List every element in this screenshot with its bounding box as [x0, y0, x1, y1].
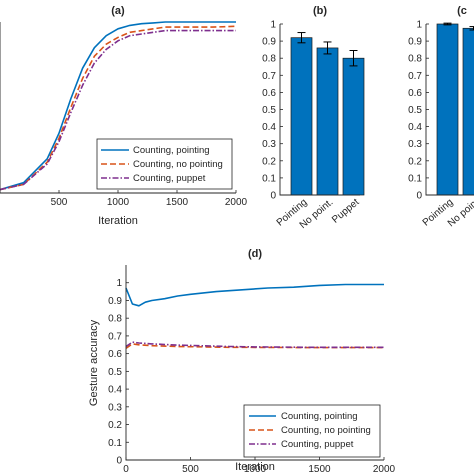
panel-a-title: (a) [111, 5, 125, 17]
panel-b-bar-0 [290, 37, 313, 196]
panel-b-plot: 00.10.20.30.40.50.60.70.80.91PointingNo … [262, 20, 365, 231]
panel-c-ytick-label-0: 0 [416, 191, 422, 202]
panel-a-plot: 500 1000 1500 2000 [0, 21, 248, 208]
panel-d-series-2 [125, 341, 384, 349]
panel-c-title: (c [457, 5, 467, 17]
panel-d-title: (d) [248, 248, 262, 260]
panel-a-legend: Counting, pointing Counting, no pointing… [96, 138, 233, 190]
panel-b-ytick-label-8: 0.8 [262, 54, 276, 65]
panel-d-legend-box [243, 404, 381, 458]
panel-d-legend-label-pointing: Counting, pointing [281, 411, 358, 422]
panel-c-ytick-label-1: 0.1 [408, 173, 422, 184]
panel-c-ytick-label-9: 0.9 [408, 37, 422, 48]
panel-d-ytick-label-8: 0.8 [108, 314, 122, 325]
panel-c-bar-0 [436, 23, 459, 196]
panel-c-plot: 00.10.20.30.40.50.60.70.80.91PointingNo … [408, 20, 474, 229]
panel-a-series-0 [0, 21, 236, 191]
panel-d-ytick-label-0: 0 [116, 456, 122, 467]
panel-c-ytick-label-6: 0.6 [408, 88, 422, 99]
panel-d-series-0 [125, 283, 384, 307]
panel-b-ytick-label-3: 0.3 [262, 139, 276, 150]
panel-d-ytick-label-5: 0.5 [108, 367, 122, 378]
panel-a-legend-label-puppet: Counting, puppet [133, 173, 206, 184]
panel-b-ytick-label-7: 0.7 [262, 71, 276, 82]
panel-d-plot: 0 500 1000 1500 2000 0 0.1 0.2 0.3 0.4 0.5 0.6 0.7 0.… [108, 265, 396, 474]
panel-a-xtick-label-3: 2000 [225, 197, 248, 208]
panel-c-ytick-label-3: 0.3 [408, 139, 422, 150]
panel-b-ytick-label-9: 0.9 [262, 37, 276, 48]
panel-d-legend-label-puppet: Counting, puppet [281, 439, 354, 450]
panel-b-ytick-label-4: 0.4 [262, 122, 276, 133]
panel-c-ytick-label-10: 1 [416, 20, 422, 31]
panel-a-xtick-label-0: 500 [51, 197, 68, 208]
panel-a: (a) 500 1000 1500 2000 Iteration Counting, … [0, 5, 248, 227]
panel-a-legend-label-pointing: Counting, pointing [133, 145, 210, 156]
panel-b-category-label-2: Puppet [330, 197, 362, 226]
panel-d-ylabel: Gesture accuracy [88, 319, 100, 406]
panel-a-xlabel: Iteration [98, 215, 138, 227]
panel-b-ytick-label-1: 0.1 [262, 173, 276, 184]
panel-c-ytick-label-7: 0.7 [408, 71, 422, 82]
panel-d-xtick-label-1: 500 [182, 464, 199, 474]
panel-d-axes [125, 265, 384, 461]
panel-a-legend-label-no-pointing: Counting, no pointing [133, 159, 223, 170]
panel-b-bar-2 [342, 57, 365, 196]
panel-b: (b) 00.10.20.30.40.50.60.70.80.91Pointin… [262, 5, 365, 231]
panel-c-ytick-label-5: 0.5 [408, 105, 422, 116]
panel-a-xtick-label-2: 1500 [166, 197, 189, 208]
panel-c-ytick-label-8: 0.8 [408, 54, 422, 65]
panel-a-series-1 [0, 25, 237, 191]
panel-d-xtick-label-4: 2000 [373, 464, 396, 474]
panel-a-series-2 [0, 29, 236, 191]
panel-d-ytick-label-2: 0.2 [108, 420, 122, 431]
panel-c-ytick-label-2: 0.2 [408, 156, 422, 167]
panel-b-title: (b) [313, 5, 327, 17]
panel-d-ytick-label-1: 0.1 [108, 438, 122, 449]
panel-a-xtick-label-1: 1000 [107, 197, 130, 208]
panel-d-xtick-label-3: 1500 [308, 464, 331, 474]
panel-d-ytick-label-3: 0.3 [108, 402, 122, 413]
panel-d-ytick-label-4: 0.4 [108, 385, 122, 396]
panel-d: (d) 0 500 1000 1500 200000.10.20.30.40.50.60… [88, 248, 396, 474]
panel-d-xtick-label-0: 0 [123, 464, 129, 474]
panel-b-ytick-label-10: 1 [270, 20, 276, 31]
panel-b-axes [279, 24, 360, 196]
panel-c-ytick-label-4: 0.4 [408, 122, 422, 133]
panel-a-axes [0, 22, 236, 194]
panel-b-ytick-label-0: 0 [270, 191, 276, 202]
panel-b-ytick-label-2: 0.2 [262, 156, 276, 167]
panel-d-legend: Counting, pointing Counting, no pointing… [243, 404, 381, 458]
panel-b-ytick-label-6: 0.6 [262, 88, 276, 99]
panel-d-ytick-label-9: 0.9 [108, 296, 122, 307]
panel-b-bar-1 [316, 47, 339, 196]
panel-d-legend-label-no-pointing: Counting, no pointing [281, 425, 371, 436]
panel-c-bar-1 [462, 27, 474, 196]
panel-d-ytick-label-7: 0.7 [108, 331, 122, 342]
panel-d-ytick-label-10: 1 [116, 278, 122, 289]
panel-d-xtick-label-2: 1000 [244, 464, 267, 474]
panel-b-ytick-label-5: 0.5 [262, 105, 276, 116]
panel-d-xlabel: Iteration [235, 461, 275, 473]
panel-d-ytick-label-6: 0.6 [108, 349, 122, 360]
panel-c: (c 00.10.20.30.40.50.60.70.80.91Pointing… [408, 5, 474, 229]
panel-c-axes [425, 24, 474, 196]
